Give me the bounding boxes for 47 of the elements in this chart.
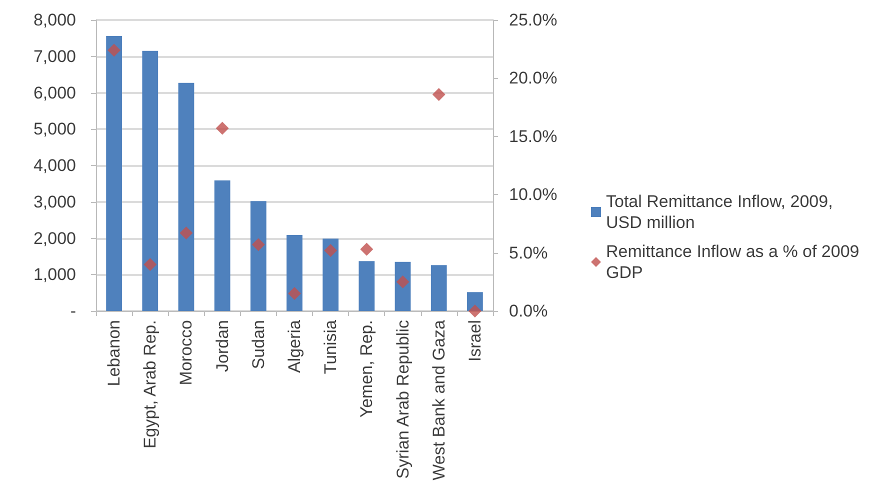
x-tick-label: Morocco: [176, 320, 196, 386]
legend-label: Remittance Inflow as a % of 2009 GDP: [606, 242, 864, 282]
x-tick-label: Tunisia: [321, 319, 340, 374]
bar: [322, 238, 339, 311]
y-tick-label: -: [70, 302, 76, 320]
bar: [250, 201, 266, 311]
x-tick-label: Egypt, Arab Rep.: [140, 320, 160, 449]
bar: [430, 265, 447, 311]
y-tick-label: 4,000: [33, 156, 76, 175]
point: [180, 226, 193, 240]
y-tick-label: 7,000: [33, 46, 76, 66]
point: [288, 287, 301, 300]
x-tick-label: Algeria: [285, 319, 304, 373]
y-tick-label: 6,000: [33, 83, 76, 102]
point: [360, 242, 374, 256]
bar: [358, 261, 375, 311]
point: [108, 44, 121, 57]
point: [324, 244, 338, 257]
x-tick-label: Syrian Arab Republic: [393, 320, 412, 479]
y-tick-label: 5,000: [33, 120, 76, 139]
y2-tick-label: 5.0%: [509, 243, 548, 262]
x-tick-label: Israel: [465, 320, 484, 362]
x-tick-label: Yemen, Rep.: [357, 320, 376, 418]
bar: [214, 180, 230, 311]
point: [252, 238, 265, 252]
bar: [178, 82, 194, 311]
x-tick-label: Jordan: [212, 320, 232, 372]
bar: [286, 234, 302, 311]
x-tick-label: West Bank and Gaza: [429, 319, 448, 480]
y-tick-label: 3,000: [33, 192, 76, 212]
y2-tick-label: 20.0%: [509, 68, 558, 88]
bar: [142, 50, 158, 311]
y-tick-label: 1,000: [33, 265, 76, 284]
bar: [106, 36, 122, 311]
y2-tick-label: 0.0%: [509, 302, 548, 320]
y-tick-label: 8,000: [33, 10, 76, 30]
y2-tick-label: 25.0%: [509, 10, 558, 30]
x-tick-label: Sudan: [248, 320, 268, 370]
y-tick-label: 2,000: [33, 228, 76, 248]
point: [216, 122, 229, 135]
point: [468, 304, 482, 318]
point: [144, 258, 157, 271]
point: [432, 88, 446, 101]
y2-tick-label: 15.0%: [509, 126, 558, 146]
x-tick-label: Lebanon: [104, 320, 124, 386]
y2-tick-label: 10.0%: [509, 185, 558, 204]
legend-label: Total Remittance Inflow, 2009,USD million: [606, 192, 833, 232]
